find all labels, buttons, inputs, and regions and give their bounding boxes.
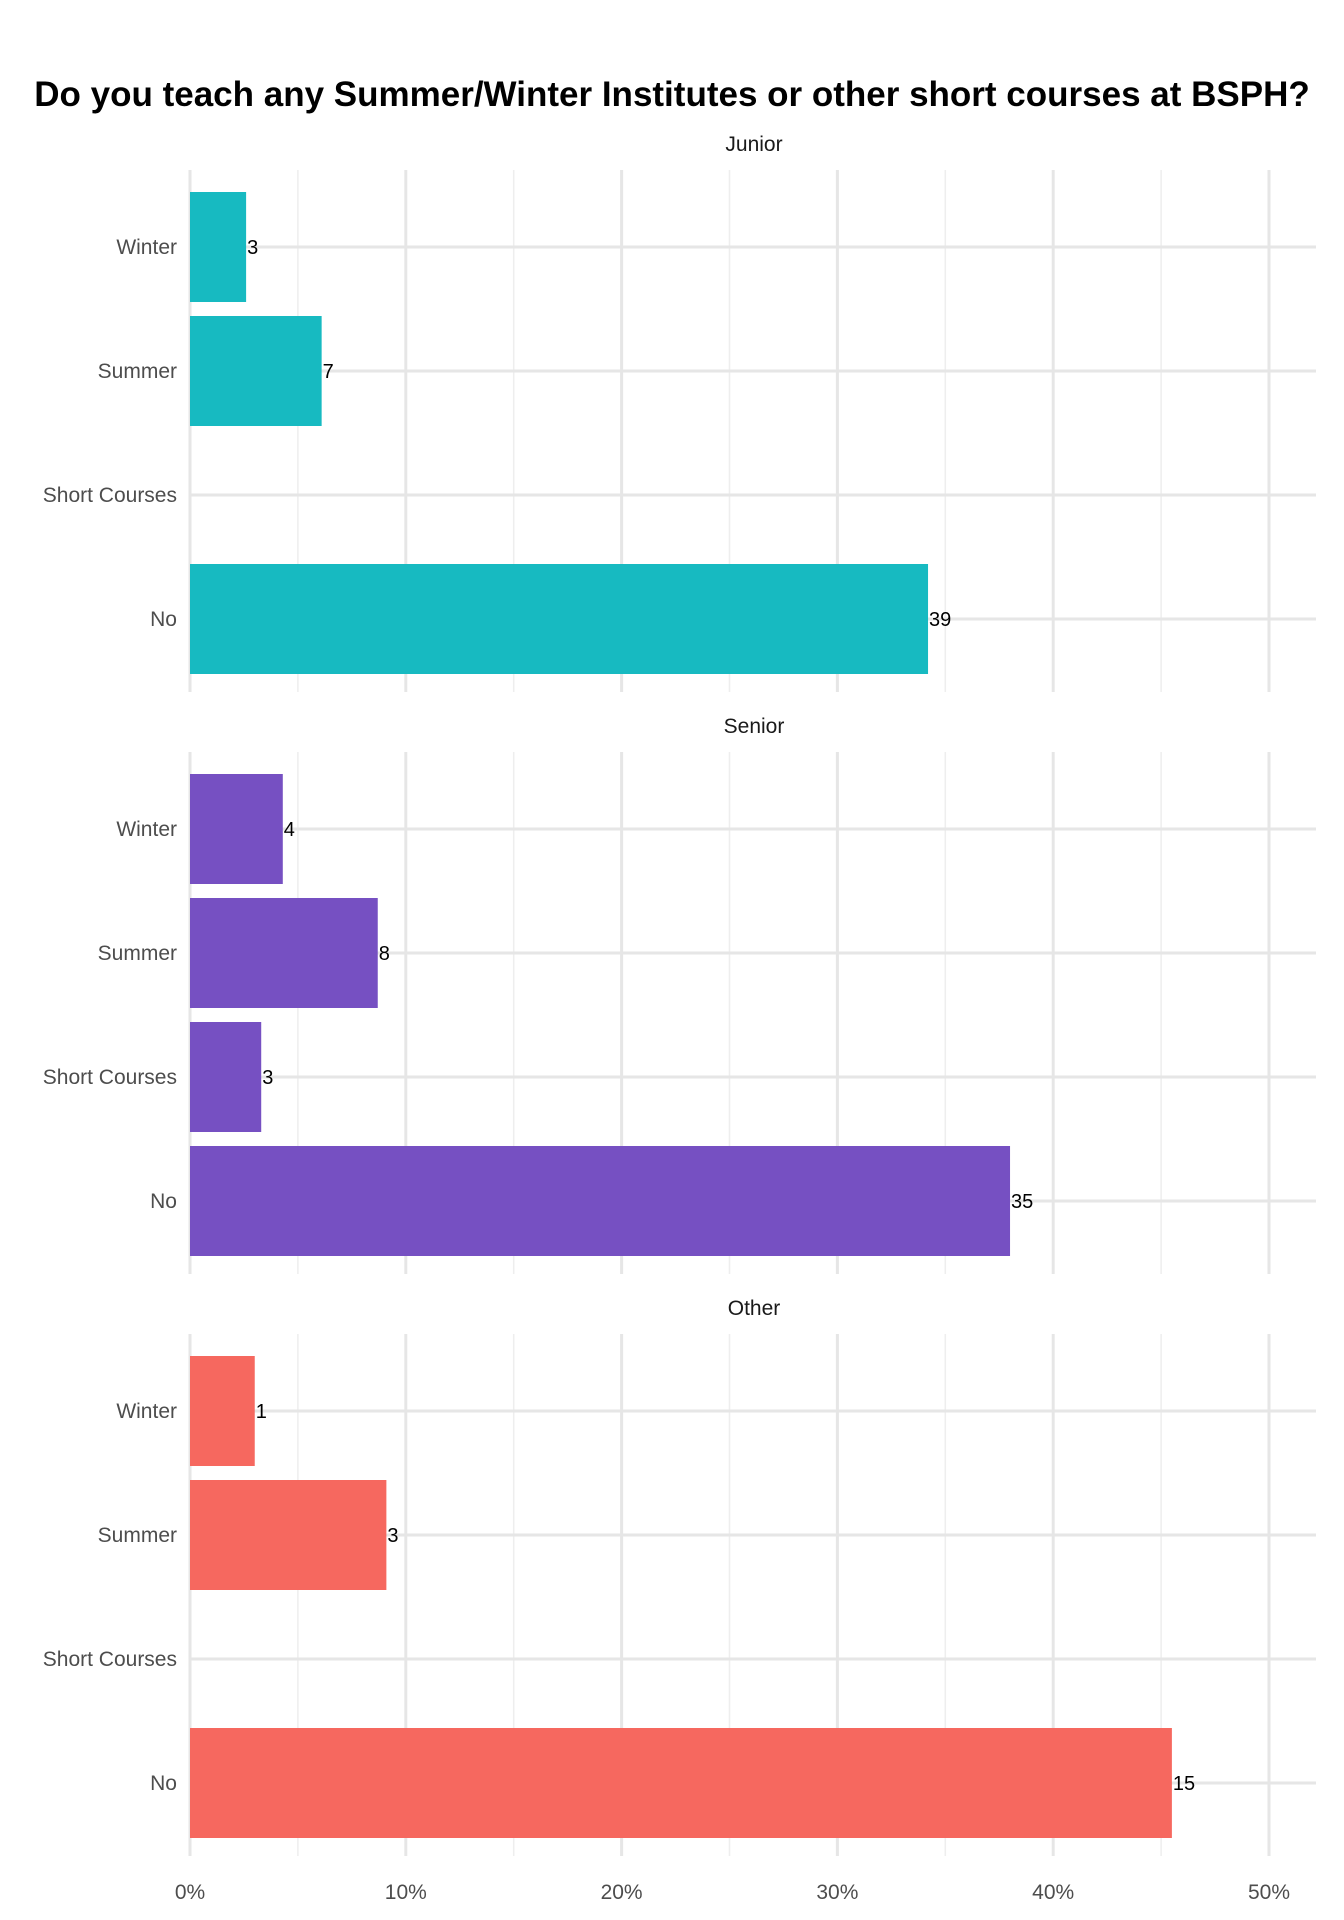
bar-no bbox=[190, 564, 929, 674]
category-label: Summer bbox=[98, 1524, 177, 1547]
category-label: Short Courses bbox=[43, 1066, 177, 1089]
category-label: Summer bbox=[98, 360, 177, 383]
data-label: 3 bbox=[262, 1067, 273, 1089]
data-label: 3 bbox=[387, 1525, 398, 1547]
facet-label: Junior bbox=[725, 133, 782, 156]
bar-winter bbox=[190, 192, 247, 302]
x-tick-label: 40% bbox=[1032, 1881, 1074, 1904]
facet-label: Senior bbox=[724, 715, 785, 738]
category-label: Winter bbox=[116, 818, 177, 841]
bar-short-courses bbox=[190, 1022, 262, 1132]
data-label: 1 bbox=[256, 1401, 267, 1423]
x-axis: 0% 10% 20% 30% 40% 50% bbox=[175, 1881, 1290, 1904]
data-label: 35 bbox=[1011, 1191, 1033, 1213]
data-label: 8 bbox=[379, 943, 390, 965]
bar-summer bbox=[190, 1480, 387, 1590]
data-label: 4 bbox=[284, 819, 295, 841]
data-label: 39 bbox=[929, 609, 951, 631]
data-label: 7 bbox=[323, 361, 334, 383]
bar-winter bbox=[190, 774, 283, 884]
category-label: Summer bbox=[98, 942, 177, 965]
x-tick-label: 30% bbox=[816, 1881, 858, 1904]
category-label: No bbox=[150, 608, 177, 631]
category-label: No bbox=[150, 1190, 177, 1213]
bar-summer bbox=[190, 898, 378, 1008]
facet-panel-other: Other Winter Summer Short Courses No 1 3 15 bbox=[43, 1297, 1316, 1856]
bar-winter bbox=[190, 1356, 255, 1466]
category-label: Short Courses bbox=[43, 484, 177, 507]
x-tick-label: 20% bbox=[601, 1881, 643, 1904]
data-label: 3 bbox=[247, 237, 258, 259]
bar-no bbox=[190, 1146, 1011, 1256]
x-tick-label: 10% bbox=[385, 1881, 427, 1904]
category-label: Winter bbox=[116, 1400, 177, 1423]
facet-panel-junior: Junior Winter Summer Short Courses No 3 7 39 bbox=[43, 133, 1316, 692]
chart-title: Do you teach any Summer/Winter Institute… bbox=[34, 75, 1309, 114]
facet-label: Other bbox=[728, 1297, 781, 1320]
x-tick-label: 50% bbox=[1248, 1881, 1290, 1904]
category-label: Winter bbox=[116, 236, 177, 259]
bar-summer bbox=[190, 316, 322, 426]
bar-no bbox=[190, 1728, 1172, 1838]
data-label: 15 bbox=[1173, 1773, 1195, 1795]
facet-panels: Junior Winter Summer Short Courses No 3 7 39 Sen… bbox=[43, 133, 1316, 1856]
category-label: Short Courses bbox=[43, 1648, 177, 1671]
facet-panel-senior: Senior Winter Summer Short Courses No 4 8 3 35 bbox=[43, 715, 1316, 1274]
x-tick-label: 0% bbox=[175, 1881, 205, 1904]
category-label: No bbox=[150, 1772, 177, 1795]
